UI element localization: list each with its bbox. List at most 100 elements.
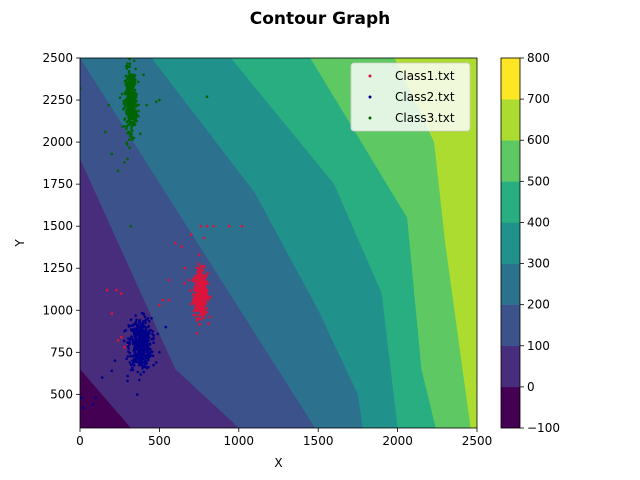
data-point: [202, 296, 206, 299]
chart-title: Contour Graph: [250, 9, 391, 29]
y-tick-label: 500: [50, 387, 73, 401]
colorbar-segment: [501, 386, 520, 429]
data-point: [183, 282, 187, 285]
data-point: [131, 368, 135, 372]
data-point: [198, 297, 201, 300]
data-point: [80, 396, 83, 400]
data-point: [136, 370, 140, 374]
colorbar-tick-label: 700: [527, 92, 550, 106]
data-point: [174, 241, 177, 245]
data-point: [127, 97, 130, 101]
data-point: [192, 293, 195, 296]
data-point: [124, 74, 128, 78]
colorbar-segment: [501, 140, 520, 182]
data-point: [123, 124, 126, 128]
data-point: [146, 325, 150, 328]
data-point: [194, 306, 197, 309]
data-point: [131, 337, 134, 341]
x-tick-label: 1500: [303, 434, 334, 448]
legend-marker: [368, 95, 372, 99]
data-point: [143, 330, 147, 333]
data-point: [124, 83, 128, 87]
data-point: [126, 62, 129, 65]
data-point: [198, 275, 201, 278]
data-point: [196, 292, 199, 295]
data-point: [197, 280, 201, 283]
data-point: [132, 76, 136, 80]
data-point: [161, 298, 164, 302]
y-tick-label: 1500: [42, 219, 73, 233]
data-point: [124, 99, 128, 102]
data-point: [122, 107, 125, 111]
data-point: [194, 282, 198, 285]
legend-marker: [368, 74, 372, 78]
data-point: [126, 120, 129, 123]
data-point: [195, 298, 198, 302]
data-point: [203, 287, 207, 290]
data-point: [143, 325, 146, 328]
data-point: [105, 288, 109, 292]
colorbar-segment: [501, 345, 520, 388]
data-point: [194, 313, 198, 317]
data-point: [138, 358, 142, 362]
data-point: [126, 64, 129, 68]
data-point: [134, 323, 137, 326]
data-point: [152, 341, 155, 345]
data-point: [127, 337, 130, 340]
data-point: [131, 138, 134, 141]
data-point: [199, 224, 202, 228]
data-point: [134, 336, 137, 340]
data-point: [142, 338, 145, 342]
data-point: [130, 102, 133, 106]
y-tick-label: 750: [50, 345, 73, 359]
data-point: [193, 285, 197, 289]
data-point: [128, 58, 131, 61]
data-point: [135, 327, 138, 330]
data-point: [152, 363, 155, 367]
data-point: [146, 340, 149, 343]
legend: Class1.txt Class2.txt Class3.txt: [350, 62, 471, 132]
y-tick-label: 2500: [42, 51, 73, 65]
y-axis-label: Y: [13, 239, 27, 248]
data-point: [132, 363, 135, 366]
data-point: [134, 67, 137, 71]
colorbar-segment: [501, 58, 520, 100]
data-point: [198, 294, 202, 297]
data-point: [116, 169, 120, 172]
data-point: [152, 337, 155, 341]
data-point: [199, 290, 203, 294]
data-point: [202, 266, 206, 269]
data-point: [94, 396, 98, 400]
scatter-points: [80, 58, 244, 410]
data-point: [126, 355, 130, 358]
data-point: [132, 74, 136, 77]
data-point: [130, 86, 134, 90]
data-point: [205, 289, 209, 292]
plot-frame: [79, 57, 478, 429]
data-point: [135, 99, 138, 103]
data-point: [137, 109, 140, 113]
colorbar-frame: [500, 57, 521, 429]
data-point: [145, 353, 148, 357]
data-point: [132, 107, 136, 111]
contour-band: [80, 369, 131, 428]
data-point: [129, 127, 133, 130]
data-point: [135, 119, 138, 123]
data-point: [144, 321, 148, 325]
data-point: [127, 347, 130, 350]
series-class1-txt: [105, 224, 244, 349]
data-point: [128, 343, 131, 347]
data-point: [144, 348, 147, 352]
data-point: [134, 96, 138, 99]
x-axis-label: X: [274, 456, 282, 470]
data-point: [131, 366, 134, 370]
y-axis: 500 750 1000 1250 1500 1750 2000 2250 2500: [42, 51, 80, 401]
data-point: [133, 81, 137, 85]
data-point: [130, 104, 133, 108]
data-point: [134, 114, 137, 118]
data-point: [136, 360, 139, 364]
data-point: [143, 360, 146, 364]
data-point: [200, 264, 203, 268]
data-point: [130, 99, 133, 103]
data-point: [131, 80, 134, 83]
